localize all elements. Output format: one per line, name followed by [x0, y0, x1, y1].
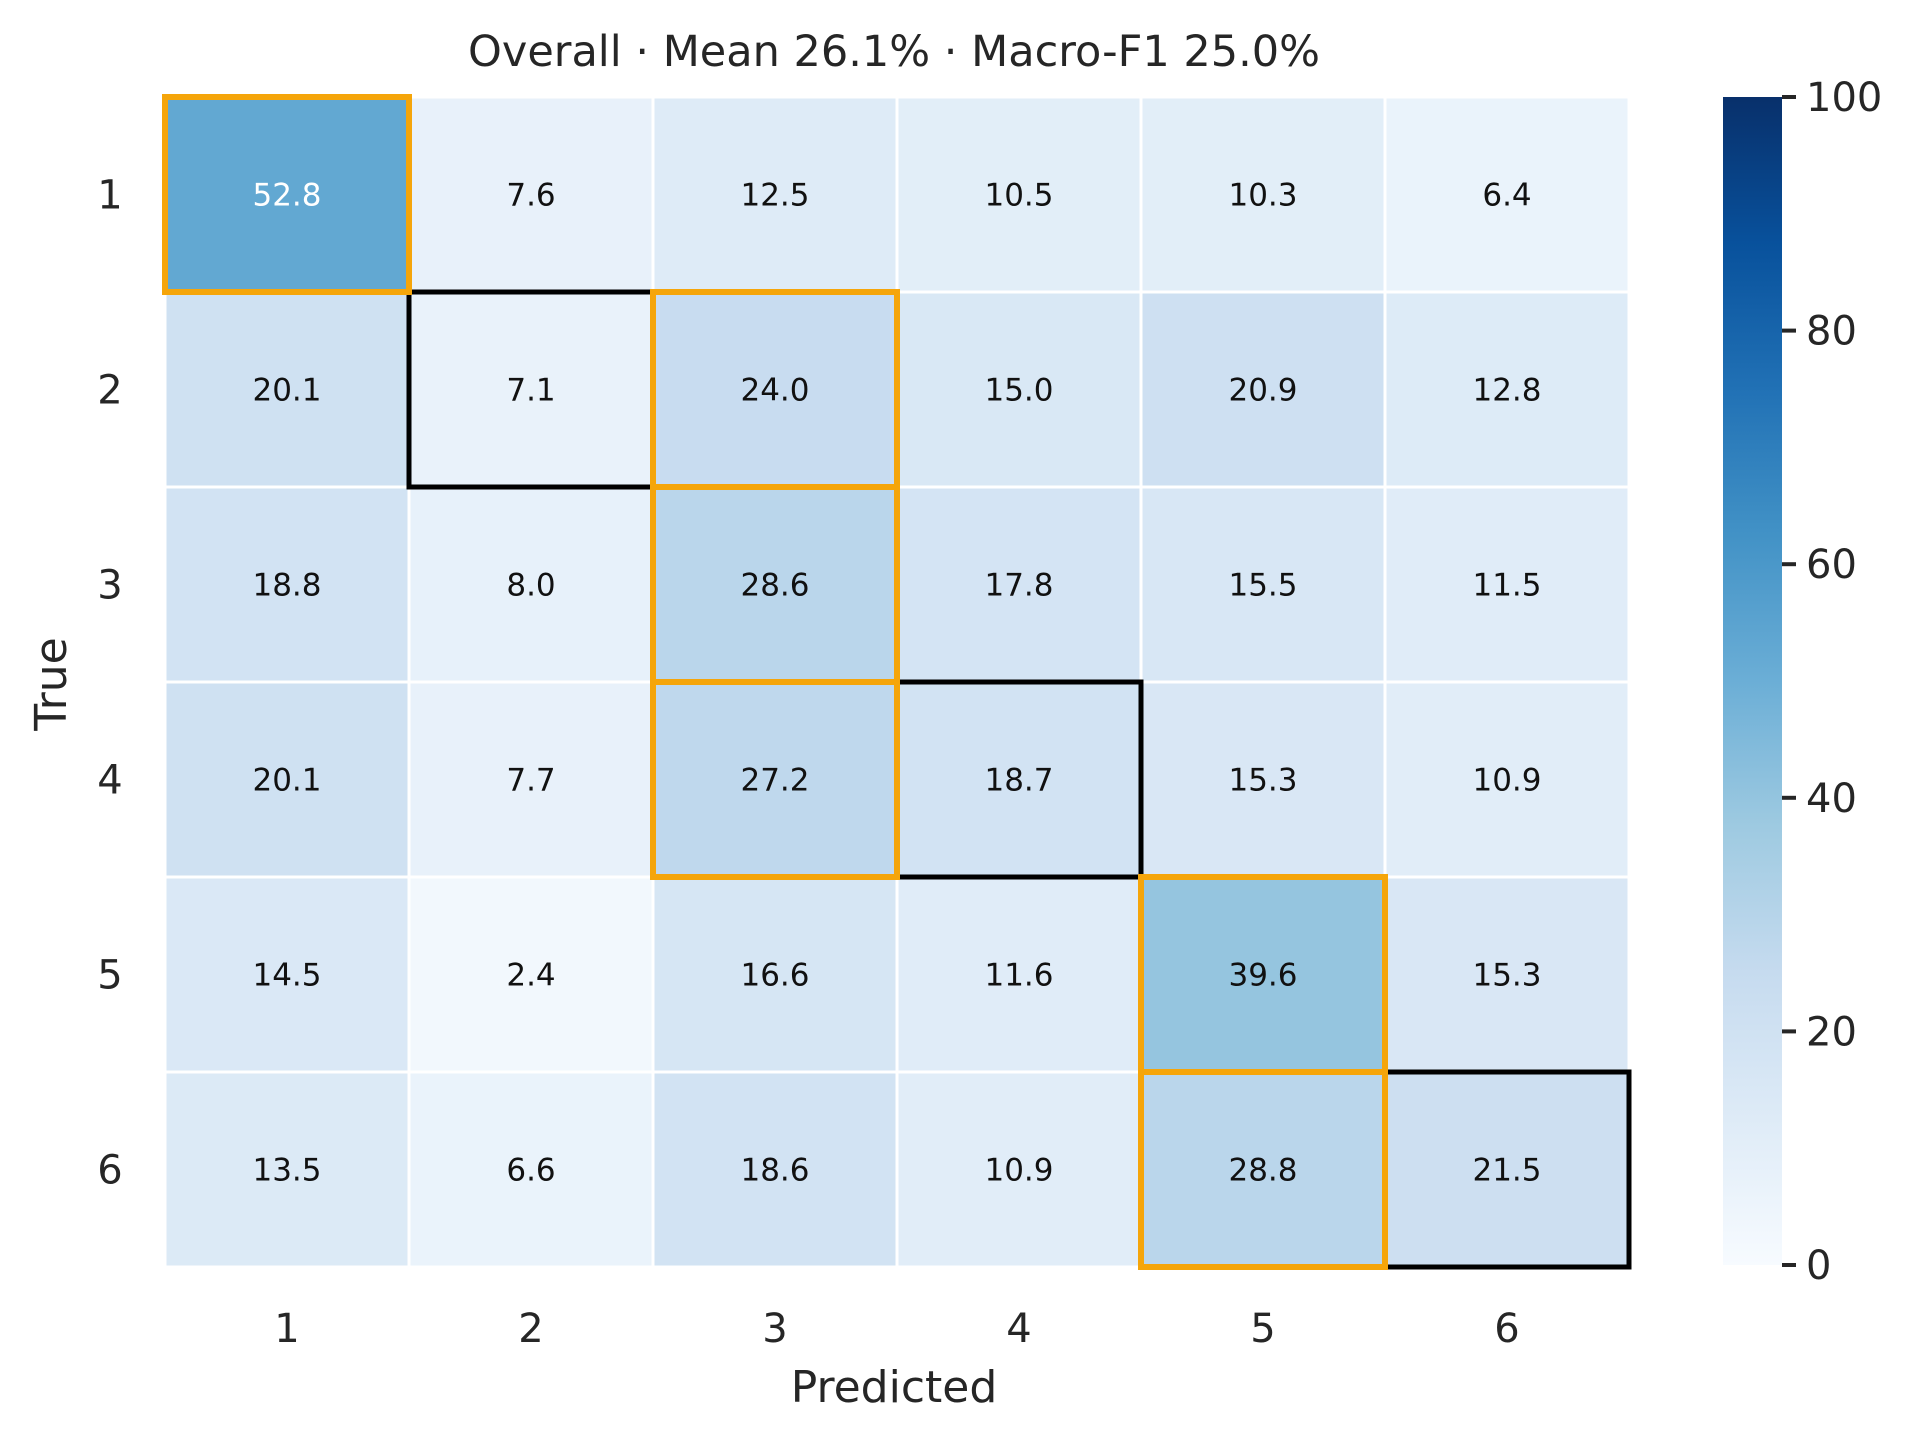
- heatmap-cell: [163, 95, 411, 294]
- cell-value-label: 10.9: [984, 1153, 1053, 1189]
- cell-value-label: 18.6: [740, 1153, 809, 1189]
- cell-value-label: 2.4: [506, 958, 555, 994]
- colorbar-ticks: 0 20 40 60 80 100: [1782, 75, 1882, 1289]
- cell-value-label: 7.7: [506, 763, 555, 799]
- heatmap-cell: [1383, 290, 1631, 489]
- heatmap-cell: [651, 290, 899, 489]
- cell-value-label: 18.8: [252, 568, 321, 604]
- cell-value-label: 16.6: [740, 958, 809, 994]
- max-highlight-box: [162, 94, 412, 295]
- x-tick-label: 3: [762, 1306, 787, 1352]
- cell-value-label: 15.3: [1472, 958, 1541, 994]
- cell-value-label: 18.7: [984, 763, 1053, 799]
- cell-value-label: 13.5: [252, 1153, 321, 1189]
- cell-value-label: 20.9: [1228, 373, 1297, 409]
- cell-value-label: 7.6: [506, 178, 555, 214]
- cell-value-label: 6.6: [506, 1153, 555, 1189]
- heatmap-cell: [1383, 485, 1631, 684]
- heatmap-cell: [651, 485, 899, 684]
- cell-value-label: 24.0: [740, 373, 809, 409]
- x-axis-label: Predicted: [791, 1362, 998, 1413]
- cell-value-label: 14.5: [252, 958, 321, 994]
- colorbar-tick-label: 80: [1806, 309, 1857, 355]
- heatmap-cell: [1139, 485, 1387, 684]
- y-tick-labels: 1 2 3 4 5 6: [97, 173, 122, 1194]
- max-highlight-box: [650, 679, 900, 880]
- heatmap-cell: [163, 485, 411, 684]
- y-tick-label: 6: [97, 1148, 122, 1194]
- heatmap-cells: 52.8 7.6 12.5 10.5 10.3 6.4 20.1 7.1 24.0 15.0 20.…: [163, 95, 1631, 1269]
- chart-title: Overall · Mean 26.1% · Macro-F1 25.0%: [468, 27, 1320, 77]
- cell-value-label: 28.6: [740, 568, 809, 604]
- cell-value-label: 12.8: [1472, 373, 1541, 409]
- heatmap-cell: [895, 875, 1143, 1074]
- x-tick-labels: 1 2 3 4 5 6: [274, 1306, 1519, 1352]
- y-tick-label: 5: [97, 953, 122, 999]
- y-axis-label: True: [26, 637, 77, 731]
- heatmap-cell: [407, 95, 655, 294]
- y-tick-label: 1: [97, 173, 122, 219]
- x-tick-label: 1: [274, 1306, 299, 1352]
- cell-value-label: 15.0: [984, 373, 1053, 409]
- colorbar-tick-label: 0: [1806, 1243, 1831, 1289]
- colorbar: [1723, 97, 1782, 1265]
- colorbar-tick-label: 20: [1806, 1009, 1857, 1055]
- cell-value-label: 10.3: [1228, 178, 1297, 214]
- max-highlight-box: [1138, 1069, 1388, 1270]
- cell-value-label: 39.6: [1228, 958, 1297, 994]
- cell-value-label: 21.5: [1472, 1153, 1541, 1189]
- cell-value-label: 11.5: [1472, 568, 1541, 604]
- cell-value-label: 52.8: [252, 178, 321, 214]
- x-tick-label: 6: [1494, 1306, 1519, 1352]
- cell-value-label: 8.0: [506, 568, 555, 604]
- heatmap-cell: [651, 1070, 899, 1269]
- y-tick-label: 2: [97, 368, 122, 414]
- cell-value-label: 11.6: [984, 958, 1053, 994]
- heatmap-cell: [407, 1070, 655, 1269]
- heatmap-cell: [1139, 875, 1387, 1074]
- colorbar-tick-label: 100: [1806, 75, 1882, 121]
- cell-value-label: 10.9: [1472, 763, 1541, 799]
- heatmap-cell: [895, 1070, 1143, 1269]
- heatmap-cell: [407, 290, 655, 489]
- x-tick-label: 5: [1250, 1306, 1275, 1352]
- cell-value-label: 12.5: [740, 178, 809, 214]
- cell-value-label: 6.4: [1482, 178, 1531, 214]
- y-tick-label: 4: [97, 758, 122, 804]
- x-tick-label: 4: [1006, 1306, 1031, 1352]
- y-tick-label: 3: [97, 563, 122, 609]
- heatmap-cell: [163, 680, 411, 879]
- colorbar-tick-label: 60: [1806, 542, 1857, 588]
- cell-value-label: 7.1: [506, 373, 555, 409]
- cell-value-label: 20.1: [252, 373, 321, 409]
- cell-value-label: 28.8: [1228, 1153, 1297, 1189]
- x-tick-label: 2: [518, 1306, 543, 1352]
- heatmap-cell: [407, 485, 655, 684]
- cell-value-label: 20.1: [252, 763, 321, 799]
- highlight-boxes: [162, 94, 1632, 1270]
- cell-value-label: 15.3: [1228, 763, 1297, 799]
- cell-value-label: 15.5: [1228, 568, 1297, 604]
- heatmap-cell: [651, 680, 899, 879]
- cell-value-label: 10.5: [984, 178, 1053, 214]
- colorbar-tick-label: 40: [1806, 776, 1857, 822]
- heatmap-cell: [651, 875, 899, 1074]
- heatmap-cell: [1383, 680, 1631, 879]
- cell-value-label: 17.8: [984, 568, 1053, 604]
- cell-value-label: 27.2: [740, 763, 809, 799]
